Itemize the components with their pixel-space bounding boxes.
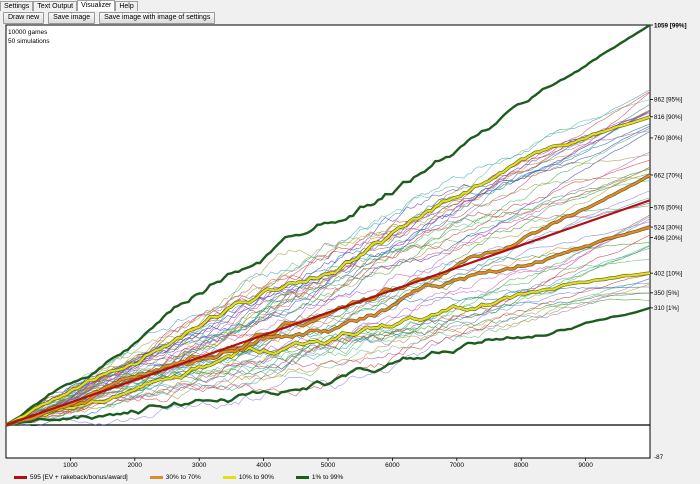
percentile-label: 350 [5%]: [654, 290, 679, 297]
tab-text-output[interactable]: Text Output: [33, 1, 78, 11]
x-tick-label-2000: 2000: [128, 462, 143, 469]
simulation-line-19: [5, 99, 651, 426]
legend-item-ev: 595 [EV + rakeback/bonus/award]: [14, 474, 128, 481]
percentile-label: 402 [10%]: [654, 270, 683, 277]
simulation-line-42: [5, 177, 650, 426]
games-count: 10000 games: [8, 29, 48, 36]
percentile-label: 760 [80%]: [654, 135, 683, 142]
x-tick-label-7000: 7000: [450, 462, 465, 469]
legend-label-10-90: 10% to 90%: [238, 474, 274, 481]
draw-new-button[interactable]: Draw new: [3, 12, 45, 24]
x-tick-label-9000: 9000: [578, 462, 593, 469]
simulation-line-35: [5, 91, 651, 426]
simulation-line-6: [5, 291, 651, 426]
legend-label-1-99: 1% to 99%: [311, 474, 344, 481]
simulation-line-17: [5, 218, 651, 426]
simulations-count: 50 simulations: [8, 38, 50, 45]
band-line-1-high: [5, 115, 651, 426]
legend-swatch-30-70: [149, 476, 163, 479]
percentile-label: 524 [30%]: [654, 224, 683, 231]
ymin-label: -87: [654, 454, 664, 461]
percentile-label: 496 [20%]: [654, 235, 683, 242]
percentile-label: 662 [70%]: [654, 172, 683, 179]
percentile-label: 1059 [99%]: [654, 22, 687, 29]
toolbar: Draw new Save image Save image with imag…: [3, 12, 216, 24]
x-tick-label-8000: 8000: [514, 462, 529, 469]
x-tick-label-4000: 4000: [256, 462, 271, 469]
simulation-line-16: [5, 109, 651, 426]
save-image-button[interactable]: Save image: [48, 12, 96, 24]
tab-visualizer[interactable]: Visualizer: [77, 0, 116, 11]
tab-help[interactable]: Help: [115, 1, 138, 11]
x-tick-label-1000: 1000: [63, 462, 78, 469]
band-line-2-high: [5, 174, 651, 427]
legend-item-1-99: 1% to 99%: [295, 474, 344, 481]
band-line-0-high: [5, 23, 651, 426]
legend-item-10-90: 10% to 90%: [222, 474, 274, 481]
legend-swatch-1-99: [295, 476, 309, 479]
band-line-0-low: [5, 306, 651, 427]
save-image-with-settings-button[interactable]: Save image with image of settings: [99, 12, 216, 24]
percentile-label: 862 [95%]: [654, 97, 683, 104]
simulation-line-44: [5, 283, 651, 426]
simulation-line-47: [5, 111, 651, 426]
ev-line: [5, 199, 651, 427]
percentile-label: 576 [50%]: [654, 205, 683, 212]
simulation-line-41: [5, 151, 651, 426]
legend-label-30-70: 30% to 70%: [165, 474, 201, 481]
tab-settings[interactable]: Settings: [0, 1, 34, 11]
x-tick-label-3000: 3000: [192, 462, 207, 469]
x-tick-label-6000: 6000: [385, 462, 400, 469]
legend-swatch-ev: [14, 476, 27, 479]
tab-bar: Settings Text Output Visualizer Help: [0, 0, 138, 11]
legend-swatch-10-90: [222, 476, 236, 479]
percentile-label: 816 [90%]: [654, 114, 683, 121]
simulation-line-18: [5, 167, 651, 426]
legend-item-30-70: 30% to 70%: [149, 474, 201, 481]
percentile-label: 310 [1%]: [654, 305, 679, 312]
legend-label-ev: 595 [EV + rakeback/bonus/award]: [30, 474, 128, 481]
band-line-1-low: [5, 272, 651, 427]
x-tick-label-5000: 5000: [321, 462, 336, 469]
legend: 595 [EV + rakeback/bonus/award] 30% to 7…: [14, 474, 343, 481]
